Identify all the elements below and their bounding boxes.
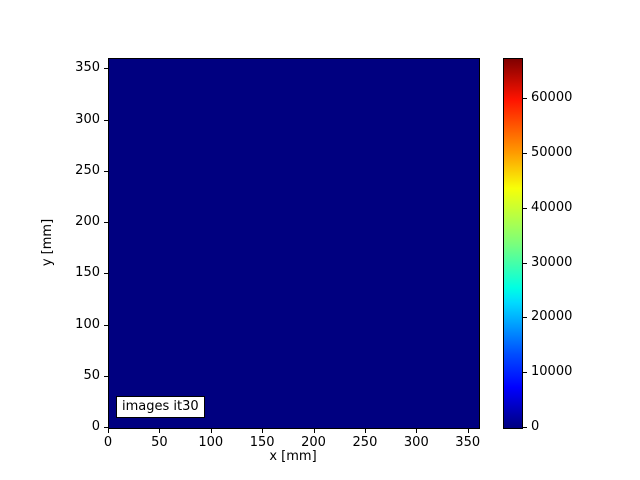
x-tick-mark xyxy=(313,429,315,433)
y-tick-label: 50 xyxy=(83,367,100,383)
y-tick-mark xyxy=(104,170,108,172)
heatmap-plot-area xyxy=(108,58,480,429)
x-tick-mark xyxy=(210,429,212,433)
y-tick-label: 150 xyxy=(75,265,100,281)
x-tick-label: 150 xyxy=(249,435,275,450)
x-tick-label: 0 xyxy=(103,435,113,450)
colorbar-tick-label: 50000 xyxy=(531,144,573,160)
y-tick-label: 200 xyxy=(75,214,100,229)
x-tick-label: 200 xyxy=(301,435,326,450)
x-tick-label: 350 xyxy=(455,435,481,450)
y-tick-mark xyxy=(104,273,108,275)
x-tick-mark xyxy=(416,429,418,433)
y-tick-label: 100 xyxy=(75,316,100,332)
y-tick-mark xyxy=(104,119,108,121)
colorbar-tick-mark xyxy=(523,317,527,319)
y-tick-mark xyxy=(104,68,108,70)
colorbar-tick-label: 0 xyxy=(531,419,540,434)
colorbar-tick-label: 20000 xyxy=(531,309,573,325)
colorbar xyxy=(503,58,523,429)
x-tick-mark xyxy=(108,429,109,433)
colorbar-tick-mark xyxy=(523,152,527,154)
colorbar-tick-mark xyxy=(523,262,527,264)
y-tick-mark xyxy=(104,222,108,223)
x-axis-label: x [mm] xyxy=(269,449,317,464)
colorbar-tick-mark xyxy=(523,427,527,428)
colorbar-tick-mark xyxy=(523,207,527,209)
x-tick-mark xyxy=(262,429,264,433)
y-tick-mark xyxy=(104,427,108,428)
y-tick-mark xyxy=(104,324,108,326)
y-tick-label: 300 xyxy=(75,111,100,127)
colorbar-tick-label: 30000 xyxy=(531,254,573,270)
colorbar-tick-label: 10000 xyxy=(531,364,573,380)
x-tick-label: 50 xyxy=(151,435,168,450)
y-tick-label: 250 xyxy=(75,162,100,178)
x-tick-mark xyxy=(364,429,366,433)
y-tick-mark xyxy=(104,375,108,377)
x-tick-label: 250 xyxy=(352,435,378,450)
colorbar-tick-mark xyxy=(523,98,527,100)
x-tick-mark xyxy=(467,429,469,433)
annotation-label: images it30 xyxy=(116,396,205,418)
y-tick-label: 0 xyxy=(91,419,100,434)
colorbar-tick-label: 40000 xyxy=(531,199,573,215)
y-tick-label: 350 xyxy=(75,60,100,76)
x-tick-mark xyxy=(159,429,161,433)
colorbar-tick-label: 60000 xyxy=(531,90,573,106)
x-tick-label: 300 xyxy=(403,435,429,450)
colorbar-tick-mark xyxy=(523,372,527,374)
x-tick-label: 100 xyxy=(198,435,224,450)
